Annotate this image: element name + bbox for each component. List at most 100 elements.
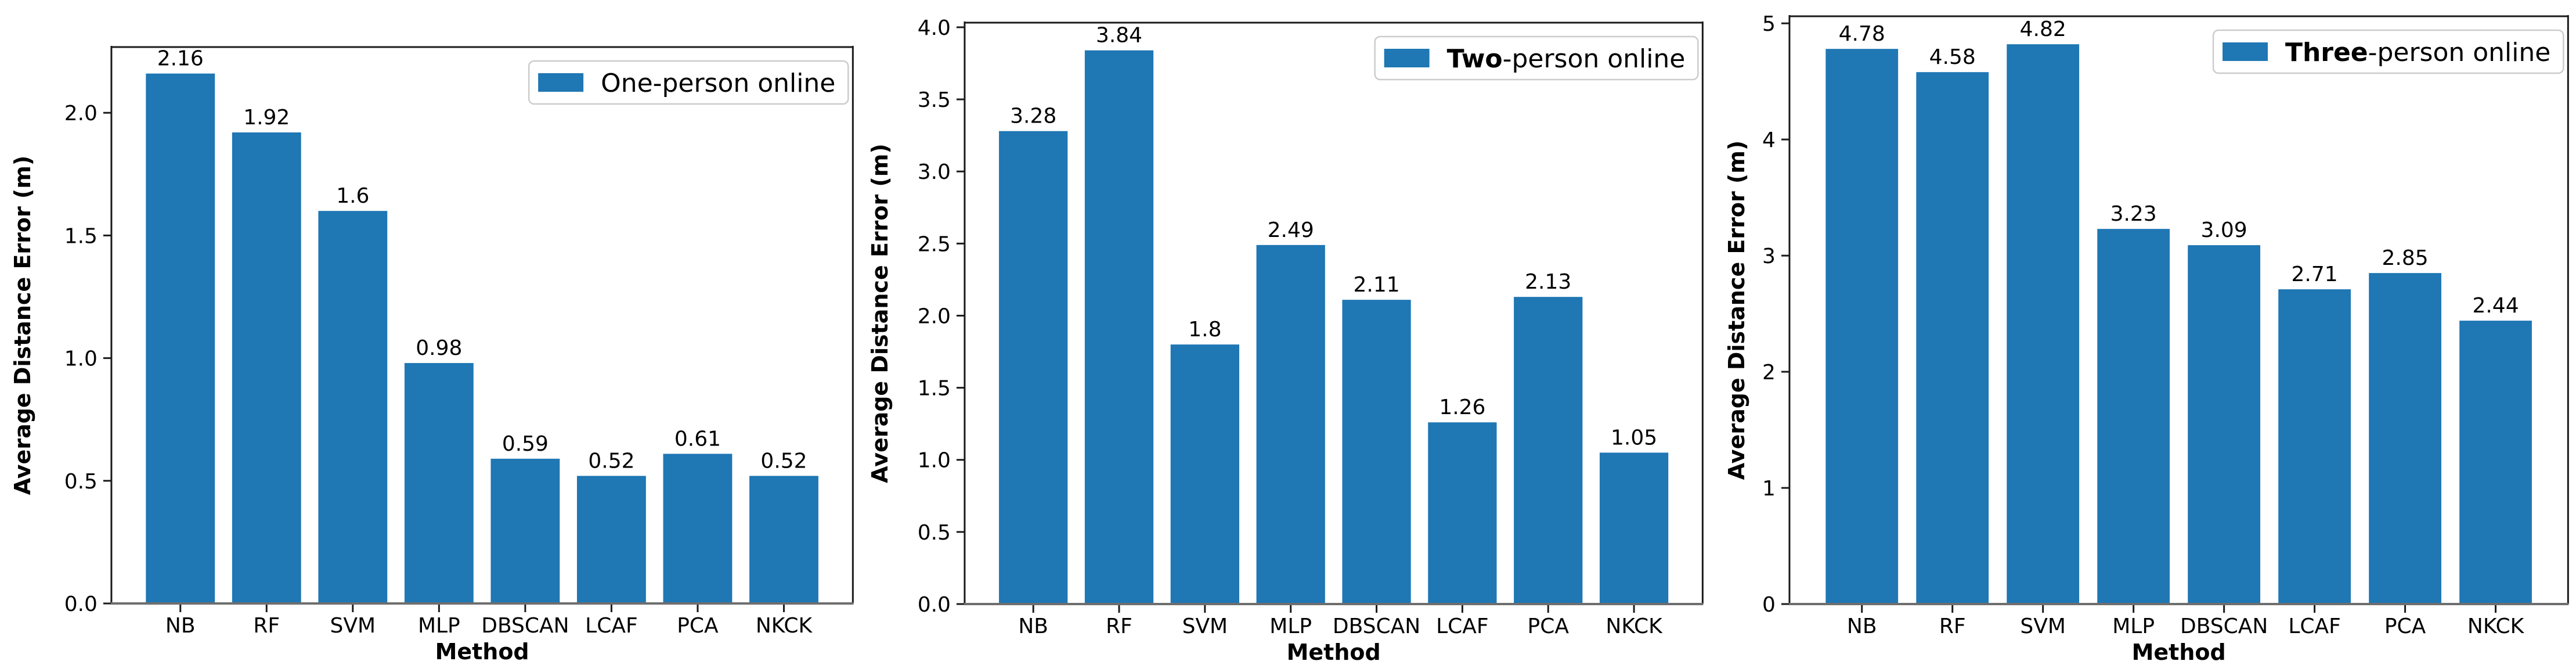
x-tick-label: NKCK	[2467, 614, 2525, 638]
x-axis-label: Method	[435, 639, 529, 664]
y-tick-label: 3.5	[918, 88, 951, 112]
legend: One-person online	[528, 60, 849, 105]
y-tick-label: 3	[1762, 245, 1776, 268]
bar-value-label: 2.44	[2472, 294, 2519, 318]
chart-two-person-online: 0.0 0.5 1.0 1.5 2.0 2.5 3.0 3.5 4.0 3.28 NB 3.84 RF 1…	[858, 0, 1717, 672]
x-tick-label: MLP	[418, 614, 460, 638]
x-tick-label: SVM	[2020, 614, 2065, 638]
chart-one-person-online: 0.0 0.5 1.0 1.5 2.0 2.16 NB 1.92 RF 1.6 SVM 0.98 MLP…	[0, 0, 858, 672]
legend-swatch	[2222, 42, 2268, 61]
legend: Two-person online	[1374, 35, 1699, 81]
x-axis-label: Method	[2131, 639, 2225, 665]
bar-mlp	[1256, 245, 1326, 605]
bar-svm	[1171, 344, 1240, 604]
bar-value-label: 0.61	[674, 427, 721, 451]
y-axis-label: Average Distance Error (m)	[867, 143, 893, 483]
y-tick-label: 0.0	[64, 592, 98, 616]
x-tick-label: RF	[253, 614, 280, 638]
bar-lcaf	[1428, 422, 1497, 604]
bar-mlp	[2097, 229, 2170, 604]
y-tick-label: 1.0	[918, 449, 951, 473]
legend-swatch	[538, 73, 584, 92]
bar-dbscan	[2187, 245, 2260, 605]
x-tick-label: RF	[1106, 614, 1133, 638]
y-tick-label: 1.5	[64, 224, 98, 248]
bar-value-label: 1.26	[1439, 396, 1486, 419]
y-tick-label: 1.0	[64, 347, 98, 371]
x-axis-label: Method	[1287, 639, 1381, 665]
bar-value-label: 2.16	[157, 47, 204, 71]
y-tick-label: 0.5	[64, 470, 98, 494]
y-tick-label: 2	[1762, 361, 1776, 384]
x-tick-label: RF	[1939, 614, 1966, 638]
bar-nb	[999, 131, 1068, 604]
x-tick-label: DBSCAN	[1333, 614, 1420, 638]
y-tick-label: 0.5	[918, 521, 951, 545]
y-tick-label: 0	[1762, 593, 1776, 617]
legend-label: Three-person online	[2285, 38, 2550, 67]
x-tick-label: MLP	[1270, 614, 1312, 638]
bar-pca	[1514, 297, 1583, 605]
bar-nkck	[1600, 452, 1669, 604]
bar-value-label: 1.05	[1611, 426, 1657, 450]
x-tick-label: NKCK	[1606, 614, 1664, 638]
bar-value-label: 4.58	[1929, 45, 1975, 69]
bar-pca	[2368, 273, 2441, 604]
y-axis-label: Average Distance Error (m)	[1724, 141, 1749, 480]
bar-value-label: 2.71	[2291, 263, 2337, 286]
bar-value-label: 4.78	[1838, 22, 1885, 46]
bar-value-label: 0.52	[760, 449, 807, 473]
legend-label: Two-person online	[1447, 44, 1686, 74]
bar-value-label: 2.85	[2382, 246, 2428, 270]
legend-box	[2212, 29, 2564, 74]
y-tick-label: 5	[1762, 12, 1776, 36]
bar-rf	[1915, 72, 1989, 605]
bar-value-label: 2.13	[1525, 270, 1572, 294]
bar-rf	[1085, 50, 1154, 604]
x-tick-label: NKCK	[756, 614, 813, 638]
bar-value-label: 0.98	[416, 336, 462, 360]
bar-lcaf	[577, 476, 646, 603]
x-tick-label: PCA	[2384, 614, 2426, 638]
legend-label: One-person online	[601, 69, 835, 98]
bar-value-label: 2.49	[1268, 218, 1314, 242]
x-tick-label: SVM	[330, 614, 376, 638]
bar-value-label: 1.8	[1189, 318, 1222, 342]
x-tick-label: DBSCAN	[2180, 614, 2268, 638]
bar-value-label: 0.59	[502, 432, 549, 456]
bar-mlp	[404, 363, 474, 603]
x-tick-label: PCA	[677, 614, 719, 638]
bar-lcaf	[2278, 289, 2351, 605]
bar-svm	[318, 211, 388, 604]
x-tick-label: SVM	[1182, 614, 1228, 638]
bar-dbscan	[490, 458, 560, 603]
bar-value-label: 3.84	[1096, 24, 1142, 48]
x-tick-label: NB	[1847, 614, 1877, 638]
bar-value-label: 1.6	[336, 184, 369, 208]
y-tick-label: 3.0	[918, 160, 951, 184]
bar-value-label: 3.09	[2200, 218, 2247, 242]
bar-dbscan	[1342, 300, 1412, 604]
x-tick-label: LCAF	[585, 614, 637, 638]
bar-rf	[232, 132, 301, 604]
bar-value-label: 0.52	[588, 449, 634, 473]
x-tick-label: LCAF	[2288, 614, 2340, 638]
bar-value-label: 1.92	[243, 106, 290, 130]
bar-pca	[663, 454, 733, 603]
chart-two-person-online-svg: 0.0 0.5 1.0 1.5 2.0 2.5 3.0 3.5 4.0 3.28 NB 3.84 RF 1…	[867, 16, 1704, 665]
legend-box	[528, 60, 849, 105]
x-tick-label: DBSCAN	[481, 614, 569, 638]
bar-value-label: 3.28	[1010, 105, 1056, 128]
y-tick-label: 1	[1762, 477, 1776, 501]
bar-value-label: 4.82	[2019, 17, 2066, 41]
bar-nb	[1825, 49, 1898, 604]
y-tick-label: 1.5	[918, 377, 951, 401]
y-tick-label: 2.0	[64, 102, 98, 125]
bar-nkck	[2459, 321, 2532, 604]
bar-value-label: 2.11	[1354, 273, 1400, 297]
x-tick-label: MLP	[2112, 614, 2155, 638]
chart-one-person-online-svg: 0.0 0.5 1.0 1.5 2.0 2.16 NB 1.92 RF 1.6 SVM 0.98 MLP…	[10, 46, 854, 664]
chart-three-person-online: 0 1 2 3 4 5 4.78 NB 4.58 RF 4.82 SVM 3.23 MLP 3.09 DBSC…	[1718, 0, 2576, 672]
y-tick-label: 2.0	[918, 304, 951, 328]
